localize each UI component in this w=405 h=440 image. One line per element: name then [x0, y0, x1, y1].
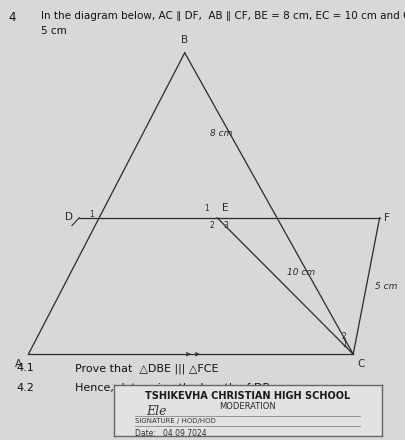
Text: 5 cm: 5 cm: [40, 26, 66, 36]
Text: Ele: Ele: [145, 405, 166, 418]
Text: F: F: [384, 213, 389, 223]
Text: D: D: [65, 212, 73, 222]
Text: In the diagram below, AC ∥ DF,  AB ∥ CF, BE = 8 cm, EC = 10 cm and CF =: In the diagram below, AC ∥ DF, AB ∥ CF, …: [40, 11, 405, 21]
Text: Date:   04 09 7024: Date: 04 09 7024: [135, 429, 206, 437]
Text: 10 cm: 10 cm: [287, 268, 315, 277]
Text: TSHIKEVHA CHRISTIAN HIGH SCHOOL: TSHIKEVHA CHRISTIAN HIGH SCHOOL: [145, 391, 350, 401]
Text: 1: 1: [204, 204, 209, 213]
Text: 4.1: 4.1: [16, 363, 34, 373]
Text: 2: 2: [209, 221, 214, 230]
Text: Prove that  △DBE ||| △FCE: Prove that △DBE ||| △FCE: [75, 363, 218, 374]
Text: 2: 2: [341, 332, 346, 341]
Text: 1: 1: [341, 340, 346, 349]
Text: 4: 4: [8, 11, 15, 24]
Text: C: C: [356, 359, 364, 370]
Text: A: A: [15, 359, 22, 370]
Text: 4.2: 4.2: [16, 383, 34, 393]
Text: MODERATION: MODERATION: [219, 402, 275, 411]
Text: 1: 1: [89, 210, 94, 219]
Text: B: B: [181, 35, 188, 45]
Text: 5 cm: 5 cm: [374, 282, 396, 290]
Text: 3: 3: [223, 221, 228, 230]
Text: Hence, determine the length of DB: Hence, determine the length of DB: [75, 383, 269, 393]
Text: SIGNATURE / HOD/HOD: SIGNATURE / HOD/HOD: [135, 418, 215, 424]
Text: 8 cm: 8 cm: [209, 128, 232, 138]
Text: E: E: [222, 202, 228, 213]
